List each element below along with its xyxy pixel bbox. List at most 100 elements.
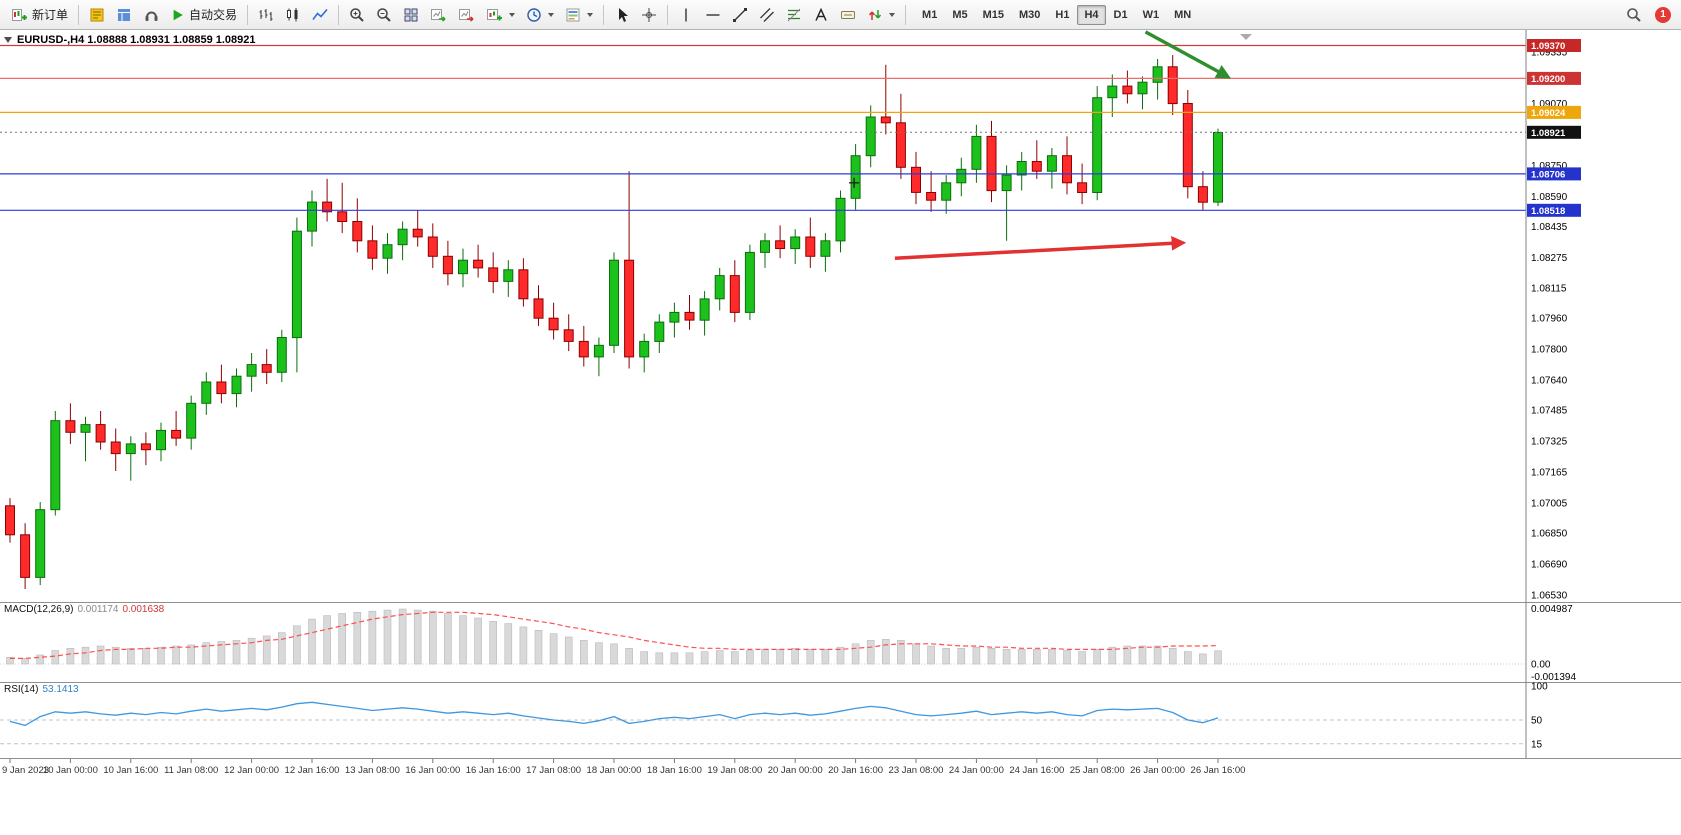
one-click-trading-toggle[interactable]: [4, 37, 12, 43]
dropdown-caret: [548, 12, 555, 17]
svg-text:18 Jan 00:00: 18 Jan 00:00: [587, 765, 642, 776]
arrow-objects-button[interactable]: [862, 3, 900, 27]
horizontal-line-tool-button[interactable]: [700, 3, 726, 27]
main-chart-panel[interactable]: 1.09335 1.09070 1.08750 1.08590 1.08435 1.082…: [0, 30, 1681, 602]
svg-text:1.06850: 1.06850: [1531, 528, 1568, 539]
tile-windows-button[interactable]: [398, 3, 424, 27]
svg-text:0.004987: 0.004987: [1531, 604, 1573, 615]
new-order-icon: [12, 8, 27, 21]
bar-chart-mode-button[interactable]: [253, 3, 279, 27]
clock-icon: [527, 7, 541, 22]
timeframe-M30[interactable]: M30: [1012, 5, 1047, 25]
text-label-tool-button[interactable]: [835, 3, 861, 27]
svg-text:10 Jan 16:00: 10 Jan 16:00: [103, 765, 158, 776]
svg-text:1.07485: 1.07485: [1531, 406, 1568, 417]
templates-button[interactable]: [560, 3, 598, 27]
timeframe-D1[interactable]: D1: [1107, 5, 1135, 25]
auto-trading-button[interactable]: 自动交易: [166, 3, 242, 27]
chart-shift-button[interactable]: [453, 3, 480, 27]
candlestick-chart[interactable]: 1.09335 1.09070 1.08750 1.08590 1.08435 1.082…: [0, 30, 1681, 602]
plus-marker[interactable]: [849, 177, 860, 188]
chart-shift-marker[interactable]: [1240, 34, 1252, 40]
horizontal-line-icon: [706, 13, 720, 16]
line-chart-mode-button[interactable]: [307, 3, 333, 27]
svg-text:1.08115: 1.08115: [1531, 284, 1567, 295]
candlestick-mode-button[interactable]: [280, 3, 306, 27]
play-icon: [173, 9, 183, 20]
auto-scroll-button[interactable]: [425, 3, 452, 27]
macd-panel[interactable]: 0.004987 0.00 -0.001394 MACD(12,26,9) 0.001…: [0, 602, 1681, 682]
timeframe-H1[interactable]: H1: [1048, 5, 1076, 25]
svg-text:1.09335: 1.09335: [1531, 48, 1568, 59]
timeframe-W1[interactable]: W1: [1136, 5, 1167, 25]
svg-text:1.08590: 1.08590: [1531, 192, 1568, 203]
timeframe-H4[interactable]: H4: [1077, 4, 1106, 25]
svg-text:26 Jan 00:00: 26 Jan 00:00: [1130, 765, 1185, 776]
svg-text:12 Jan 00:00: 12 Jan 00:00: [224, 765, 279, 776]
zoom-in-button[interactable]: [344, 3, 370, 27]
fibonacci-tool-button[interactable]: [781, 3, 807, 27]
toolbar-separator: [78, 4, 80, 25]
toolbar-separator: [667, 4, 669, 25]
template-icon: [566, 8, 580, 21]
price-tag-1.09024: [1527, 105, 1581, 119]
search-icon: [1627, 7, 1641, 22]
svg-text:25 Jan 08:00: 25 Jan 08:00: [1070, 765, 1125, 776]
zoom-out-icon: [377, 7, 391, 22]
svg-text:18 Jan 16:00: 18 Jan 16:00: [647, 765, 702, 776]
svg-text:1.06690: 1.06690: [1531, 559, 1568, 570]
svg-text:1.07165: 1.07165: [1531, 467, 1568, 478]
svg-text:1.07325: 1.07325: [1531, 437, 1568, 448]
timeframe-MN[interactable]: MN: [1167, 5, 1198, 25]
price-tag-1.08706: [1527, 167, 1581, 181]
svg-text:1.06530: 1.06530: [1531, 590, 1568, 601]
resistance-arrow-down[interactable]: [1144, 30, 1231, 79]
svg-text:20 Jan 00:00: 20 Jan 00:00: [768, 765, 823, 776]
timeframe-M5[interactable]: M5: [945, 5, 974, 25]
price-tag-1.08518: [1527, 203, 1581, 217]
text-tool-button[interactable]: [808, 3, 834, 27]
vertical-line-tool-button[interactable]: [673, 3, 699, 27]
svg-text:15: 15: [1531, 739, 1543, 750]
data-window-icon: [118, 8, 131, 21]
zoom-out-button[interactable]: [371, 3, 397, 27]
trendline-tool-button[interactable]: [727, 3, 753, 27]
notification-badge[interactable]: 1: [1655, 6, 1671, 23]
crosshair-tool-button[interactable]: [636, 3, 662, 27]
dropdown-caret: [509, 12, 516, 17]
svg-text:10 Jan 00:00: 10 Jan 00:00: [43, 765, 98, 776]
svg-text:50: 50: [1531, 716, 1543, 727]
svg-text:1.07960: 1.07960: [1531, 314, 1568, 325]
svg-text:24 Jan 16:00: 24 Jan 16:00: [1009, 765, 1064, 776]
data-window-button[interactable]: [111, 3, 137, 27]
rsi-panel[interactable]: 100 50 15 RSI(14) 53.1413: [0, 682, 1681, 758]
svg-text:16 Jan 16:00: 16 Jan 16:00: [466, 765, 521, 776]
svg-text:9 Jan 2023: 9 Jan 2023: [2, 765, 49, 776]
support-button[interactable]: [138, 3, 165, 27]
macd-chart[interactable]: 0.004987 0.00-0.001394: [0, 602, 1681, 682]
timeframe-M15[interactable]: M15: [976, 5, 1011, 25]
market-watch-button[interactable]: [84, 3, 110, 27]
new-chart-button[interactable]: [481, 3, 520, 27]
auto-trading-label: 自动交易: [189, 8, 238, 22]
timeframe-M1[interactable]: M1: [915, 5, 944, 25]
time-axis-panel[interactable]: 9 Jan 2023 10 Jan 00:00 10 Jan 16:00 11 Jan…: [0, 758, 1681, 778]
channel-tool-button[interactable]: [754, 3, 780, 27]
svg-text:1.09024: 1.09024: [1531, 108, 1566, 119]
search-button[interactable]: [1621, 3, 1647, 27]
zoom-in-icon: [350, 7, 364, 22]
new-order-button[interactable]: 新订单: [6, 3, 73, 27]
timeframe-bar: M1 M5 M15 M30 H1 H4 D1 W1 MN: [915, 4, 1198, 25]
line-chart-icon: [312, 8, 328, 20]
periods-button[interactable]: [521, 3, 559, 27]
macd-signal-line: [10, 611, 1219, 660]
svg-text:17 Jan 08:00: 17 Jan 08:00: [526, 765, 581, 776]
rsi-chart[interactable]: 100 50 15: [0, 682, 1681, 758]
svg-text:1.07005: 1.07005: [1531, 498, 1568, 509]
fibonacci-icon: [787, 8, 801, 21]
svg-text:0.00: 0.00: [1531, 660, 1551, 671]
svg-text:12 Jan 16:00: 12 Jan 16:00: [285, 765, 340, 776]
support-arrow-right[interactable]: [894, 236, 1187, 260]
cursor-tool-button[interactable]: [609, 3, 635, 27]
